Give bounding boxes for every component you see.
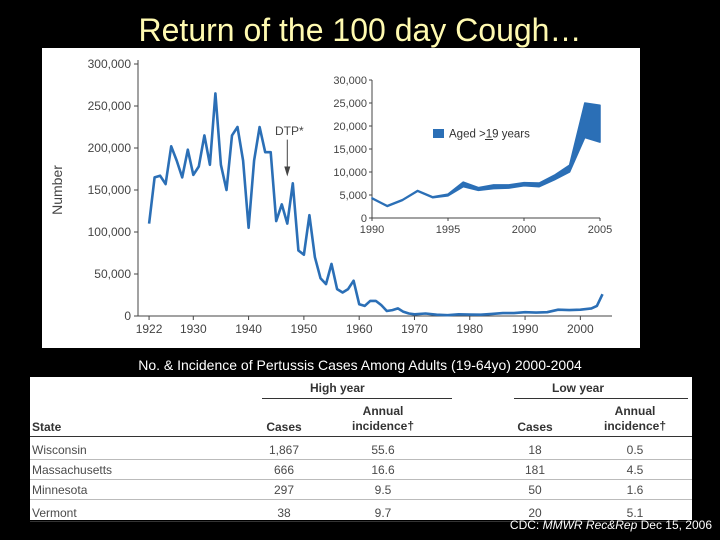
- header-low-cases: Cases: [517, 420, 553, 434]
- y-tick-label: 50,000: [94, 267, 131, 281]
- inset-y-tick-label: 0: [361, 213, 367, 225]
- x-tick-label: 1990: [512, 322, 539, 336]
- header-rule: [30, 436, 692, 437]
- row-state: Wisconsin: [32, 443, 87, 457]
- row-low-cases: 20: [528, 506, 542, 520]
- row-divider: [30, 459, 692, 460]
- pertussis-chart-panel: 0 50,000 100,000 150,000 200,000 250,000 300,0…: [42, 48, 640, 348]
- annotation-arrow-head: [284, 166, 291, 177]
- x-tick-label: 2000: [567, 322, 594, 336]
- inset-x-tick-label: 2000: [512, 224, 536, 236]
- inset-series-band: [371, 102, 601, 208]
- inset-y-tick-label: 25,000: [333, 98, 367, 110]
- x-tick-label: 1940: [235, 322, 262, 336]
- x-tick-label: 1950: [291, 322, 318, 336]
- x-tick-label: 1960: [346, 322, 373, 336]
- table-bottom-rule: [30, 521, 692, 522]
- inset-y-tick-label: 15,000: [333, 144, 367, 156]
- series-line-cases: [147, 92, 604, 317]
- source-credit: CDC: MMWR Rec&Rep Dec 15, 2006: [510, 518, 712, 532]
- y-tick-label: 0: [124, 309, 131, 323]
- inset-y-tick-label: 5,000: [339, 190, 367, 202]
- credit-journal: MMWR Rec&Rep: [542, 518, 638, 532]
- row-low-incidence: 4.5: [626, 463, 644, 477]
- row-high-incidence: 16.6: [371, 463, 395, 477]
- row-low-incidence: 0.5: [626, 443, 644, 457]
- inset-x-tick-label: 1990: [360, 224, 384, 236]
- table-caption: No. & Incidence of Pertussis Cases Among…: [138, 357, 582, 373]
- row-low-cases: 18: [528, 443, 542, 457]
- header-high-incidence: incidence†: [351, 419, 415, 433]
- inset-legend-label: Aged >19 years: [449, 129, 530, 141]
- row-high-incidence: 55.6: [371, 443, 395, 457]
- header-rule-high: [262, 398, 452, 399]
- credit-suffix: Dec 15, 2006: [637, 518, 712, 532]
- row-state: Massachusetts: [32, 463, 113, 477]
- y-tick-label: 250,000: [88, 99, 132, 113]
- row-high-incidence: 9.7: [374, 506, 392, 520]
- y-tick-label: 200,000: [88, 141, 132, 155]
- row-high-cases: 38: [277, 506, 291, 520]
- row-low-cases: 181: [524, 463, 546, 477]
- row-state: Minnesota: [32, 483, 88, 497]
- row-high-cases: 297: [273, 483, 295, 497]
- x-tick-label: 1922: [136, 322, 163, 336]
- x-tick-label: 1930: [180, 322, 207, 336]
- inset-legend-swatch: [433, 129, 444, 138]
- header-low-incidence: incidence†: [603, 419, 667, 433]
- x-tick-label: 1970: [401, 322, 428, 336]
- inset-y-tick-label: 10,000: [333, 167, 367, 179]
- pertussis-cases-chart: 0 50,000 100,000 150,000 200,000 250,000 300,0…: [49, 57, 620, 336]
- inset-y-tick-label: 20,000: [333, 121, 367, 133]
- header-state: State: [32, 420, 62, 434]
- header-low-year: Low year: [552, 381, 605, 395]
- y-tick-label: 100,000: [88, 225, 132, 239]
- x-tick-label: 1980: [456, 322, 483, 336]
- slide-title: Return of the 100 day Cough…: [138, 12, 582, 48]
- row-high-cases: 1,867: [268, 443, 300, 457]
- row-low-cases: 50: [528, 483, 542, 497]
- y-tick-label: 150,000: [88, 183, 132, 197]
- row-low-incidence: 1.6: [626, 483, 644, 497]
- header-high-annual: Annual: [362, 404, 404, 418]
- header-rule-low: [514, 398, 688, 399]
- y-axis-label: Number: [49, 165, 65, 215]
- row-divider: [30, 479, 692, 480]
- row-low-incidence: 5.1: [626, 506, 644, 520]
- header-high-cases: Cases: [266, 420, 302, 434]
- header-high-year: High year: [310, 381, 365, 395]
- header-low-annual: Annual: [614, 404, 656, 418]
- row-state: Vermont: [32, 506, 77, 520]
- row-divider: [30, 499, 692, 500]
- row-high-cases: 666: [273, 463, 295, 477]
- y-tick-label: 300,000: [88, 57, 132, 71]
- inset-y-tick-label: 30,000: [333, 75, 367, 87]
- row-high-incidence: 9.5: [374, 483, 392, 497]
- credit-prefix: CDC:: [509, 518, 543, 532]
- annotation-dtp: DTP*: [275, 124, 304, 138]
- inset-x-tick-label: 2005: [588, 224, 612, 236]
- inset-x-tick-label: 1995: [436, 224, 460, 236]
- pertussis-table: High year Low year State Cases Annual in…: [30, 377, 692, 522]
